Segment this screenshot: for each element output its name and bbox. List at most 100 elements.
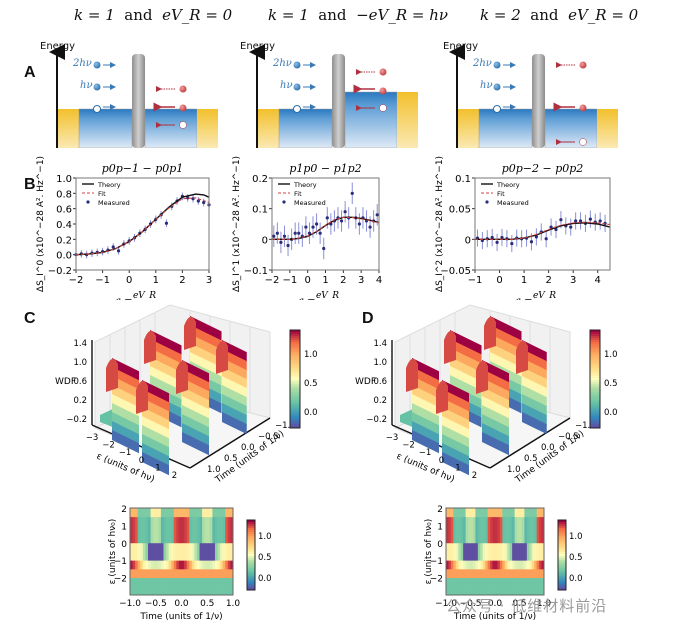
measured-point: [343, 210, 347, 214]
x-tick-label: −1: [468, 275, 483, 286]
heatmap-cell: [529, 508, 533, 518]
level-label-2hv-1: 2hν: [73, 58, 92, 69]
colorbar-segment: [247, 528, 255, 531]
surface-band: [522, 403, 547, 426]
watermark: 公众号 · 低维材料前沿: [446, 597, 608, 615]
heatmap-cell: [526, 516, 530, 544]
z-tick-label: 0.6: [373, 377, 387, 387]
surface-band: [112, 421, 139, 445]
surface-base-teal: [100, 408, 115, 428]
heatmap-cell: [137, 508, 141, 518]
surface-peak: [476, 360, 488, 394]
header-k: k = 2: [480, 6, 521, 24]
heatmap-cell: [176, 542, 180, 561]
heatmap-cell: [492, 568, 496, 578]
heatmap-cell: [225, 560, 229, 570]
measured-point: [588, 217, 592, 221]
heatmap-cell: [499, 508, 503, 518]
heatmap-cell: [204, 577, 208, 596]
heatmap-cell: [536, 542, 540, 561]
measured-point: [293, 231, 297, 235]
heatmap-cell: [207, 577, 211, 596]
colorbar-segment: [590, 396, 600, 399]
colorbar-segment: [590, 350, 600, 353]
colorbar-segment: [247, 588, 255, 591]
y-tick-label: −0.2: [48, 266, 72, 277]
heatmap-cell: [495, 516, 498, 544]
heatmap-cell: [477, 508, 481, 518]
heatmap-cell: [526, 508, 530, 518]
heatmap-cell: [158, 560, 162, 570]
y-tick-label: −0.1: [244, 266, 268, 277]
colorbar-segment: [290, 354, 300, 357]
colorbar-segment: [590, 410, 600, 413]
heatmap-cell: [541, 568, 545, 578]
heatmap-cell: [150, 568, 154, 578]
colorbar-segment: [290, 382, 300, 385]
x-label-numerator: eV_R: [133, 291, 156, 300]
heatmap-cell: [521, 542, 525, 561]
colorbar-segment: [590, 368, 600, 371]
heatmap-cell: [463, 577, 466, 596]
heatmap-cell: [166, 542, 170, 561]
colorbar-segment: [290, 386, 300, 389]
heatmap-x-tick-label: 0.5: [200, 599, 214, 609]
heatmap-cell: [458, 560, 462, 570]
heatmap-cell: [512, 516, 515, 544]
x-tick-label: 2: [340, 275, 346, 286]
colorbar-segment: [590, 340, 600, 343]
heatmap-cell: [519, 568, 523, 578]
heatmap-cell: [507, 508, 511, 518]
x-tick-label: 1: [322, 275, 328, 286]
heatmap-cell: [539, 542, 542, 561]
heatmap-cell: [225, 516, 229, 544]
energy-axis-label-2: Energy: [240, 41, 276, 52]
eps-tick-label: −2: [402, 441, 415, 451]
measured-point: [357, 222, 361, 226]
heatmap-cell: [448, 568, 452, 578]
heatmap-cell: [163, 560, 167, 570]
heatmap-cell: [460, 577, 464, 596]
measured-point: [275, 231, 279, 235]
colorbar-segment: [290, 368, 300, 371]
surface-band: [412, 385, 439, 409]
heatmap-cell: [509, 577, 513, 596]
colorbar-segment: [558, 564, 566, 567]
heatmap-cell: [184, 542, 188, 561]
heatmap-cell: [217, 516, 221, 544]
chart-title: p1p0 − p1p2: [289, 162, 361, 175]
y-tick-label: −0.05: [440, 266, 471, 277]
measured-point: [510, 242, 514, 246]
heatmap-cell: [458, 542, 462, 561]
eps-tick-label: 2: [472, 471, 477, 481]
theory-line: [75, 193, 210, 256]
y-tick-label: 0: [262, 235, 268, 246]
heatmap-cell: [529, 560, 533, 570]
surface-band: [412, 430, 439, 454]
x-label-q: q =: [298, 296, 316, 300]
colorbar-segment: [290, 398, 300, 401]
legend-measured-swatch: [485, 200, 489, 204]
heatmap-cell: [140, 568, 144, 578]
heatmap-y-tick-label: 0: [121, 540, 127, 550]
heatmap-cell: [446, 508, 449, 518]
colorbar-segment: [290, 334, 300, 337]
colorbar-segment: [290, 362, 300, 365]
surface-band: [412, 412, 439, 436]
heatmap-cell: [509, 560, 513, 570]
heatmap-cell: [495, 560, 498, 570]
heatmap-cell: [450, 508, 454, 518]
heatmap-cell: [209, 516, 213, 544]
colorbar-segment: [247, 520, 255, 523]
heatmap-cell: [531, 542, 535, 561]
colorbar-segment: [590, 372, 600, 375]
heatmap-cell: [171, 516, 175, 544]
x-tick-label: 1: [521, 275, 527, 286]
heatmap-cell: [541, 508, 545, 518]
colorbar-segment: [590, 358, 600, 361]
heatmap-cell: [529, 568, 533, 578]
heatmap-cell: [150, 560, 154, 570]
colorbar-segment: [590, 412, 600, 415]
heatmap-cell: [222, 542, 226, 561]
